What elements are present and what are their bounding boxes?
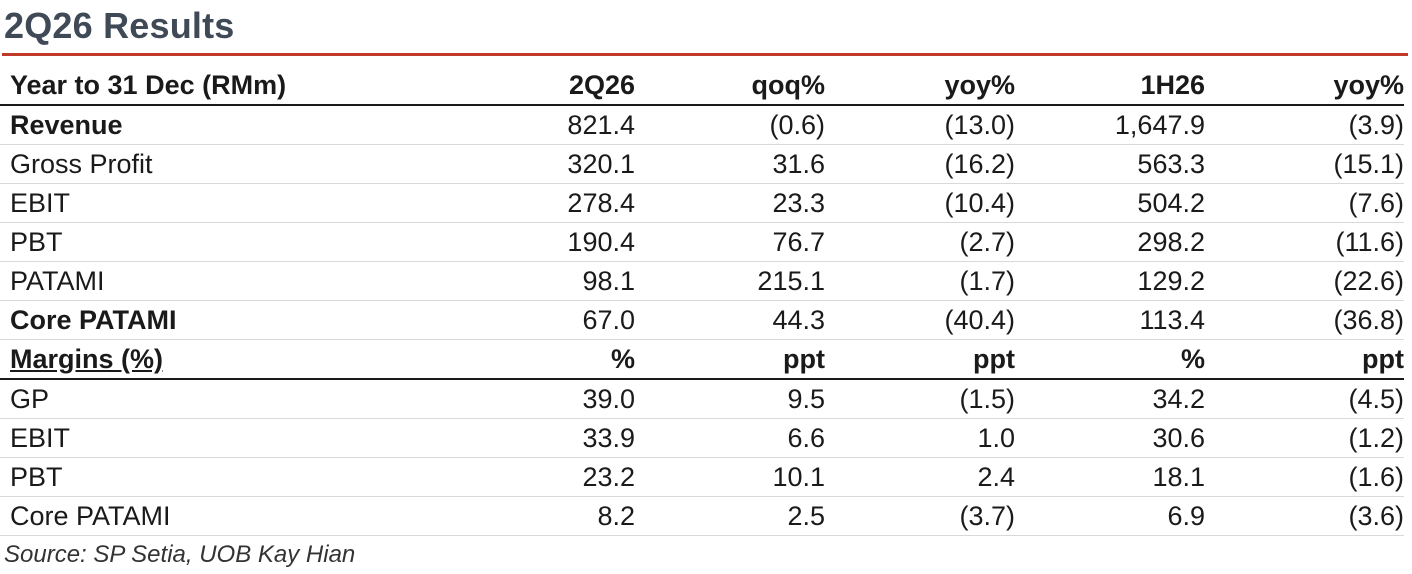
page-title: 2Q26 Results [4,5,235,46]
row-value: 113.4 [1015,300,1205,340]
header-yoy: yoy% [825,66,1015,106]
table-row-margin-core-patami: Core PATAMI 8.2 2.5 (3.7) 6.9 (3.6) [0,496,1404,536]
table-row-margin-ebit: EBIT 33.9 6.6 1.0 30.6 (1.2) [0,418,1404,458]
row-value: 31.6 [635,144,825,184]
margins-header-unit: % [460,339,635,380]
row-value: (3.6) [1205,496,1404,536]
row-value: (13.0) [825,105,1015,145]
row-value: 821.4 [460,105,635,145]
header-1h26: 1H26 [1015,66,1205,106]
row-value: (3.9) [1205,105,1404,145]
table-row-ebit: EBIT 278.4 23.3 (10.4) 504.2 (7.6) [0,183,1404,223]
table-row-pbt: PBT 190.4 76.7 (2.7) 298.2 (11.6) [0,222,1404,262]
row-label: GP [0,379,460,419]
row-value: (1.5) [825,379,1015,419]
table-row-patami: PATAMI 98.1 215.1 (1.7) 129.2 (22.6) [0,261,1404,301]
row-value: (0.6) [635,105,825,145]
header-qoq: qoq% [635,66,825,106]
row-value: 215.1 [635,261,825,301]
row-value: 98.1 [460,261,635,301]
header-2q26: 2Q26 [460,66,635,106]
row-value: 23.3 [635,183,825,223]
row-label: Gross Profit [0,144,460,184]
table-row-gross-profit: Gross Profit 320.1 31.6 (16.2) 563.3 (15… [0,144,1404,184]
row-value: 2.4 [825,457,1015,497]
results-table: Year to 31 Dec (RMm) 2Q26 qoq% yoy% 1H26… [0,66,1404,536]
row-label: EBIT [0,183,460,223]
table-row-margin-gp: GP 39.0 9.5 (1.5) 34.2 (4.5) [0,379,1404,419]
row-value: 10.1 [635,457,825,497]
row-value: 30.6 [1015,418,1205,458]
row-value: 23.2 [460,457,635,497]
margins-header-unit: ppt [635,339,825,380]
row-label: Core PATAMI [0,496,460,536]
row-value: (2.7) [825,222,1015,262]
row-value: 18.1 [1015,457,1205,497]
title-divider [2,53,1408,56]
row-value: 320.1 [460,144,635,184]
row-value: 129.2 [1015,261,1205,301]
row-value: (40.4) [825,300,1015,340]
header-label: Year to 31 Dec (RMm) [0,66,460,106]
row-value: (10.4) [825,183,1015,223]
row-value: 33.9 [460,418,635,458]
row-value: 298.2 [1015,222,1205,262]
row-value: (15.1) [1205,144,1404,184]
row-value: (16.2) [825,144,1015,184]
source-note: Source: SP Setia, UOB Kay Hian [4,541,356,568]
row-value: (4.5) [1205,379,1404,419]
row-value: 9.5 [635,379,825,419]
row-value: 1,647.9 [1015,105,1205,145]
row-label: Revenue [0,105,460,145]
row-label: EBIT [0,418,460,458]
row-value: (1.2) [1205,418,1404,458]
row-label: Core PATAMI [0,300,460,340]
row-label: PBT [0,457,460,497]
margins-header-row: Margins (%) % ppt ppt % ppt [0,339,1404,380]
row-value: 6.9 [1015,496,1205,536]
margins-header-unit: ppt [1205,339,1404,380]
margins-header-label: Margins (%) [0,339,460,380]
row-value: 504.2 [1015,183,1205,223]
row-value: 563.3 [1015,144,1205,184]
row-value: 39.0 [460,379,635,419]
row-value: 6.6 [635,418,825,458]
row-value: (7.6) [1205,183,1404,223]
row-value: 1.0 [825,418,1015,458]
row-value: (1.6) [1205,457,1404,497]
row-label: PBT [0,222,460,262]
row-value: 8.2 [460,496,635,536]
table-header-row: Year to 31 Dec (RMm) 2Q26 qoq% yoy% 1H26… [0,66,1404,106]
row-value: (3.7) [825,496,1015,536]
margins-header-text: Margins (%) [10,344,164,374]
row-value: (36.8) [1205,300,1404,340]
row-value: 190.4 [460,222,635,262]
row-value: 278.4 [460,183,635,223]
table-row-revenue: Revenue 821.4 (0.6) (13.0) 1,647.9 (3.9) [0,105,1404,145]
margins-header-unit: ppt [825,339,1015,380]
table-row-margin-pbt: PBT 23.2 10.1 2.4 18.1 (1.6) [0,457,1404,497]
margins-header-unit: % [1015,339,1205,380]
row-value: 67.0 [460,300,635,340]
row-value: 2.5 [635,496,825,536]
table-row-core-patami: Core PATAMI 67.0 44.3 (40.4) 113.4 (36.8… [0,300,1404,340]
header-1h26-yoy: yoy% [1205,66,1404,106]
row-value: (1.7) [825,261,1015,301]
row-label: PATAMI [0,261,460,301]
row-value: (22.6) [1205,261,1404,301]
row-value: 44.3 [635,300,825,340]
row-value: 34.2 [1015,379,1205,419]
row-value: (11.6) [1205,222,1404,262]
row-value: 76.7 [635,222,825,262]
